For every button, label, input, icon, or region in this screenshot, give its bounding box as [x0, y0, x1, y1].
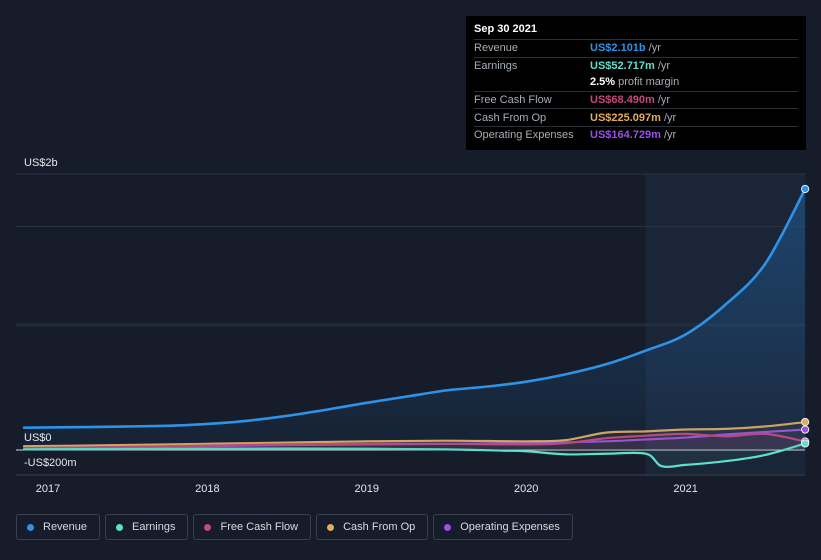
tooltip-row-cash-from-op: Cash From Op US$225.097m /yr: [474, 108, 798, 126]
legend-label: Earnings: [132, 521, 176, 533]
chart-legend: Revenue Earnings Free Cash Flow Cash Fro…: [16, 514, 573, 540]
legend-label: Free Cash Flow: [220, 521, 299, 533]
y-tick-label: -US$200m: [24, 457, 77, 469]
legend-item-free-cash-flow[interactable]: Free Cash Flow: [193, 514, 312, 540]
revenue-area: [24, 189, 806, 450]
legend-label: Cash From Op: [343, 521, 416, 533]
x-tick-label: 2020: [514, 483, 538, 495]
tooltip-row-revenue: Revenue US$2.101b /yr: [474, 39, 798, 57]
cash-from-op-dot-icon: [327, 523, 335, 531]
profit-margin-value: 2.5%: [590, 76, 616, 89]
tooltip-label: Free Cash Flow: [474, 94, 552, 107]
revenue-dot-icon: [27, 523, 34, 531]
earnings-dot-icon: [116, 523, 124, 531]
x-tick-label: 2018: [195, 483, 219, 495]
profit-margin-label: profit margin: [618, 76, 680, 89]
x-tick-label: 2021: [673, 483, 697, 495]
tooltip-unit: /yr: [657, 59, 671, 72]
legend-item-operating-expenses[interactable]: Operating Expenses: [433, 514, 573, 540]
tooltip-unit: /yr: [657, 94, 671, 107]
operating-expenses-endpoint-marker: [801, 425, 810, 434]
tooltip-label: Cash From Op: [474, 111, 547, 124]
tooltip-unit: /yr: [663, 129, 677, 142]
tooltip-label: Earnings: [474, 59, 518, 72]
tooltip-label: Operating Expenses: [474, 129, 574, 142]
tooltip-row-operating-expenses: Operating Expenses US$164.729m /yr: [474, 125, 798, 144]
legend-item-cash-from-op[interactable]: Cash From Op: [316, 514, 429, 540]
x-tick-label: 2017: [36, 483, 60, 495]
tooltip-unit: /yr: [648, 42, 661, 55]
revenue-line: [22, 187, 807, 429]
y-tick-label: US$2b: [24, 157, 58, 169]
legend-label: Operating Expenses: [460, 521, 560, 533]
tooltip-date: Sep 30 2021: [474, 23, 537, 35]
tooltip-row-earnings: Earnings US$52.717m /yr: [474, 56, 798, 75]
tooltip-value: US$225.097m: [590, 111, 661, 124]
legend-item-revenue[interactable]: Revenue: [16, 514, 101, 540]
tooltip-value: US$164.729m: [590, 129, 661, 142]
tooltip-value: US$68.490m: [590, 94, 655, 107]
chart-tooltip: Sep 30 2021 Revenue US$2.101b /yr Earnin…: [466, 16, 806, 150]
free-cash-flow-dot-icon: [204, 523, 212, 531]
tooltip-value: US$52.717m: [590, 59, 655, 72]
tooltip-unit: /yr: [663, 111, 677, 124]
tooltip-row-free-cash-flow: Free Cash Flow US$68.490m /yr: [474, 90, 798, 109]
tooltip-label: Revenue: [474, 42, 519, 55]
legend-item-earnings[interactable]: Earnings: [105, 514, 189, 540]
operating-expenses-dot-icon: [444, 523, 452, 531]
tooltip-value: US$2.101b: [590, 42, 646, 55]
revenue-endpoint-marker: [801, 184, 810, 194]
y-tick-label: US$0: [24, 432, 52, 444]
earnings-endpoint-marker: [801, 439, 810, 448]
cash-from-op-endpoint-marker: [801, 417, 810, 427]
x-tick-label: 2019: [355, 483, 379, 495]
legend-label: Revenue: [43, 521, 88, 533]
tooltip-row-profit-margin: 2.5% profit margin: [474, 74, 798, 91]
